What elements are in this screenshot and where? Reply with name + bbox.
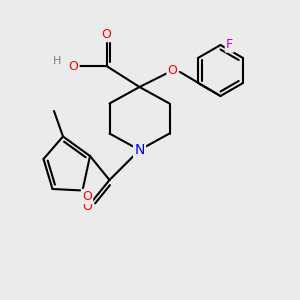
Text: H: H — [53, 56, 61, 67]
Text: O: O — [69, 59, 78, 73]
Text: O: O — [168, 64, 177, 77]
Text: O: O — [82, 190, 92, 203]
Text: F: F — [226, 38, 233, 52]
Text: O: O — [102, 28, 111, 41]
Text: N: N — [134, 143, 145, 157]
Text: O: O — [82, 200, 92, 214]
